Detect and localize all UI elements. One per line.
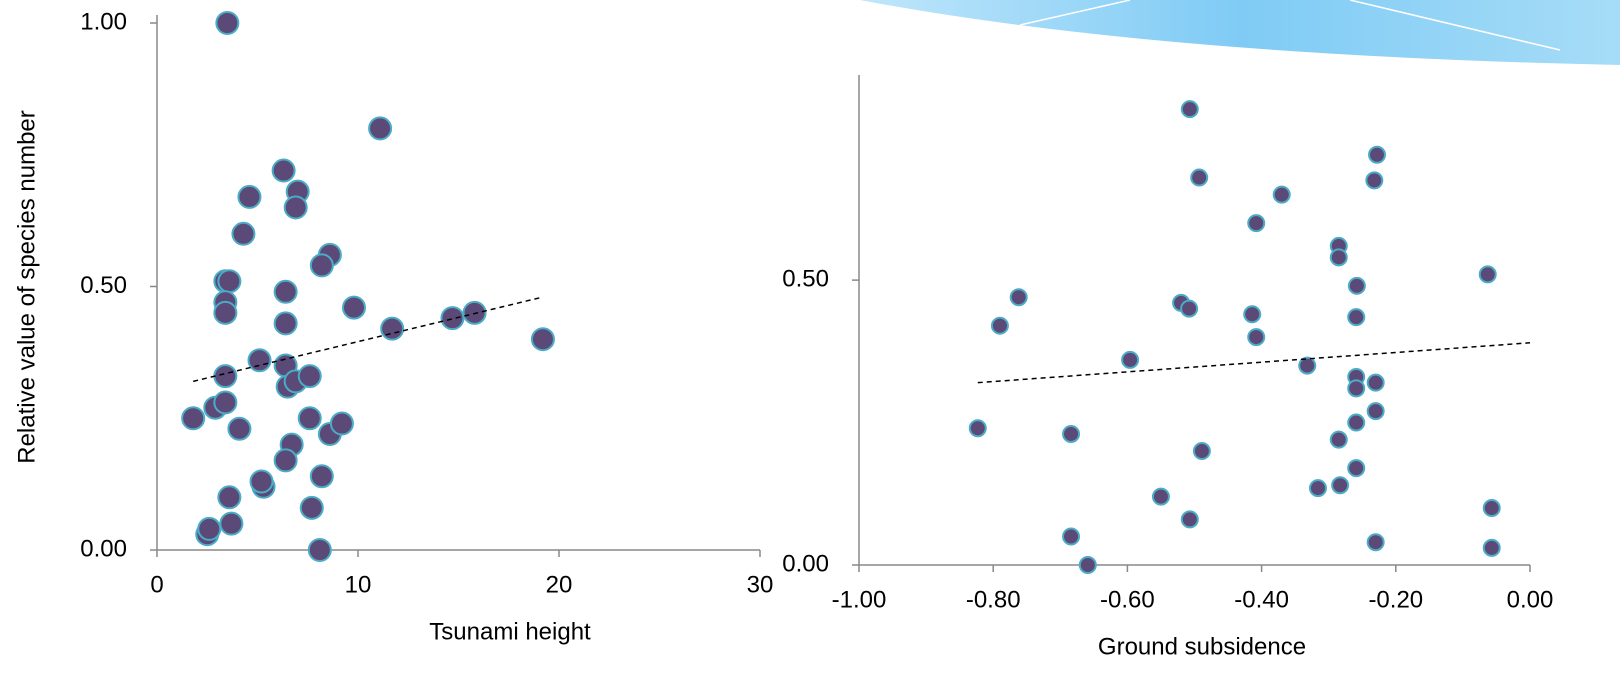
x-tick-label: 0 [150, 571, 163, 598]
point [1368, 375, 1384, 391]
point [1182, 101, 1198, 117]
point [343, 297, 365, 319]
point [273, 160, 295, 182]
point [249, 349, 271, 371]
x-tick-label: -0.40 [1234, 586, 1289, 613]
point [1153, 489, 1169, 505]
point [299, 407, 321, 429]
point [1368, 403, 1384, 419]
point [1348, 460, 1364, 476]
point [1480, 266, 1496, 282]
point [311, 254, 333, 276]
point [238, 186, 260, 208]
point [275, 449, 297, 471]
x-tick-label: -0.80 [966, 586, 1021, 613]
y-tick-label: 0.00 [80, 535, 127, 562]
point [275, 312, 297, 334]
point [992, 318, 1008, 334]
point [1366, 172, 1382, 188]
point [1011, 289, 1027, 305]
point [1348, 380, 1364, 396]
x-tick-label: 20 [546, 571, 573, 598]
point [299, 365, 321, 387]
point [228, 418, 250, 440]
point [1348, 309, 1364, 325]
trendline [978, 343, 1530, 383]
point [214, 391, 236, 413]
point [331, 413, 353, 435]
point [1181, 301, 1197, 317]
point [1369, 147, 1385, 163]
y-tick-label: 0.50 [80, 272, 127, 299]
point [1310, 480, 1326, 496]
point [1484, 500, 1500, 516]
point [1368, 534, 1384, 550]
point [301, 497, 323, 519]
point [218, 270, 240, 292]
point [1244, 306, 1260, 322]
point [251, 470, 273, 492]
point [369, 117, 391, 139]
point [198, 518, 220, 540]
point [441, 307, 463, 329]
point [285, 196, 307, 218]
point [1248, 215, 1264, 231]
point [220, 513, 242, 535]
point [1063, 529, 1079, 545]
point [1194, 443, 1210, 459]
point [1063, 426, 1079, 442]
y-axis-label: Relative value of species number [13, 110, 40, 464]
x-tick-label: 30 [747, 571, 774, 598]
point [532, 328, 554, 350]
x-tick-label: 0.00 [1507, 586, 1554, 613]
chart: 0.00 0.50 1.00 0 10 20 30 Tsunami height Relativ… [0, 0, 1620, 681]
point [216, 12, 238, 34]
point [970, 420, 986, 436]
point [1484, 540, 1500, 556]
point [1331, 249, 1347, 265]
page: {"chart_data": [ {"type": "scatter", "y_… [0, 0, 1620, 681]
point [1332, 477, 1348, 493]
y-tick-label: 1.00 [80, 8, 127, 35]
y-tick-label: 0.50 [782, 265, 829, 292]
point [232, 223, 254, 245]
point [1349, 278, 1365, 294]
trendline [193, 297, 543, 381]
point [275, 281, 297, 303]
point [214, 302, 236, 324]
point [381, 318, 403, 340]
point [1080, 557, 1096, 573]
point [182, 407, 204, 429]
point [214, 365, 236, 387]
point [1122, 352, 1138, 368]
point [218, 486, 240, 508]
x-tick-label: 10 [345, 571, 372, 598]
x-axis-label: Ground subsidence [1098, 633, 1306, 660]
x-tick-label: -0.60 [1100, 586, 1155, 613]
point [1348, 415, 1364, 431]
point [1248, 329, 1264, 345]
x-axis-label: Tsunami height [429, 618, 591, 645]
point [1182, 511, 1198, 527]
point [1274, 187, 1290, 203]
point [1331, 432, 1347, 448]
y-tick-label: 0.00 [782, 550, 829, 577]
x-tick-label: -1.00 [832, 586, 887, 613]
x-tick-label: -0.20 [1368, 586, 1423, 613]
point [309, 539, 331, 561]
point [311, 465, 333, 487]
point [1191, 170, 1207, 186]
decoration [860, 0, 1620, 65]
